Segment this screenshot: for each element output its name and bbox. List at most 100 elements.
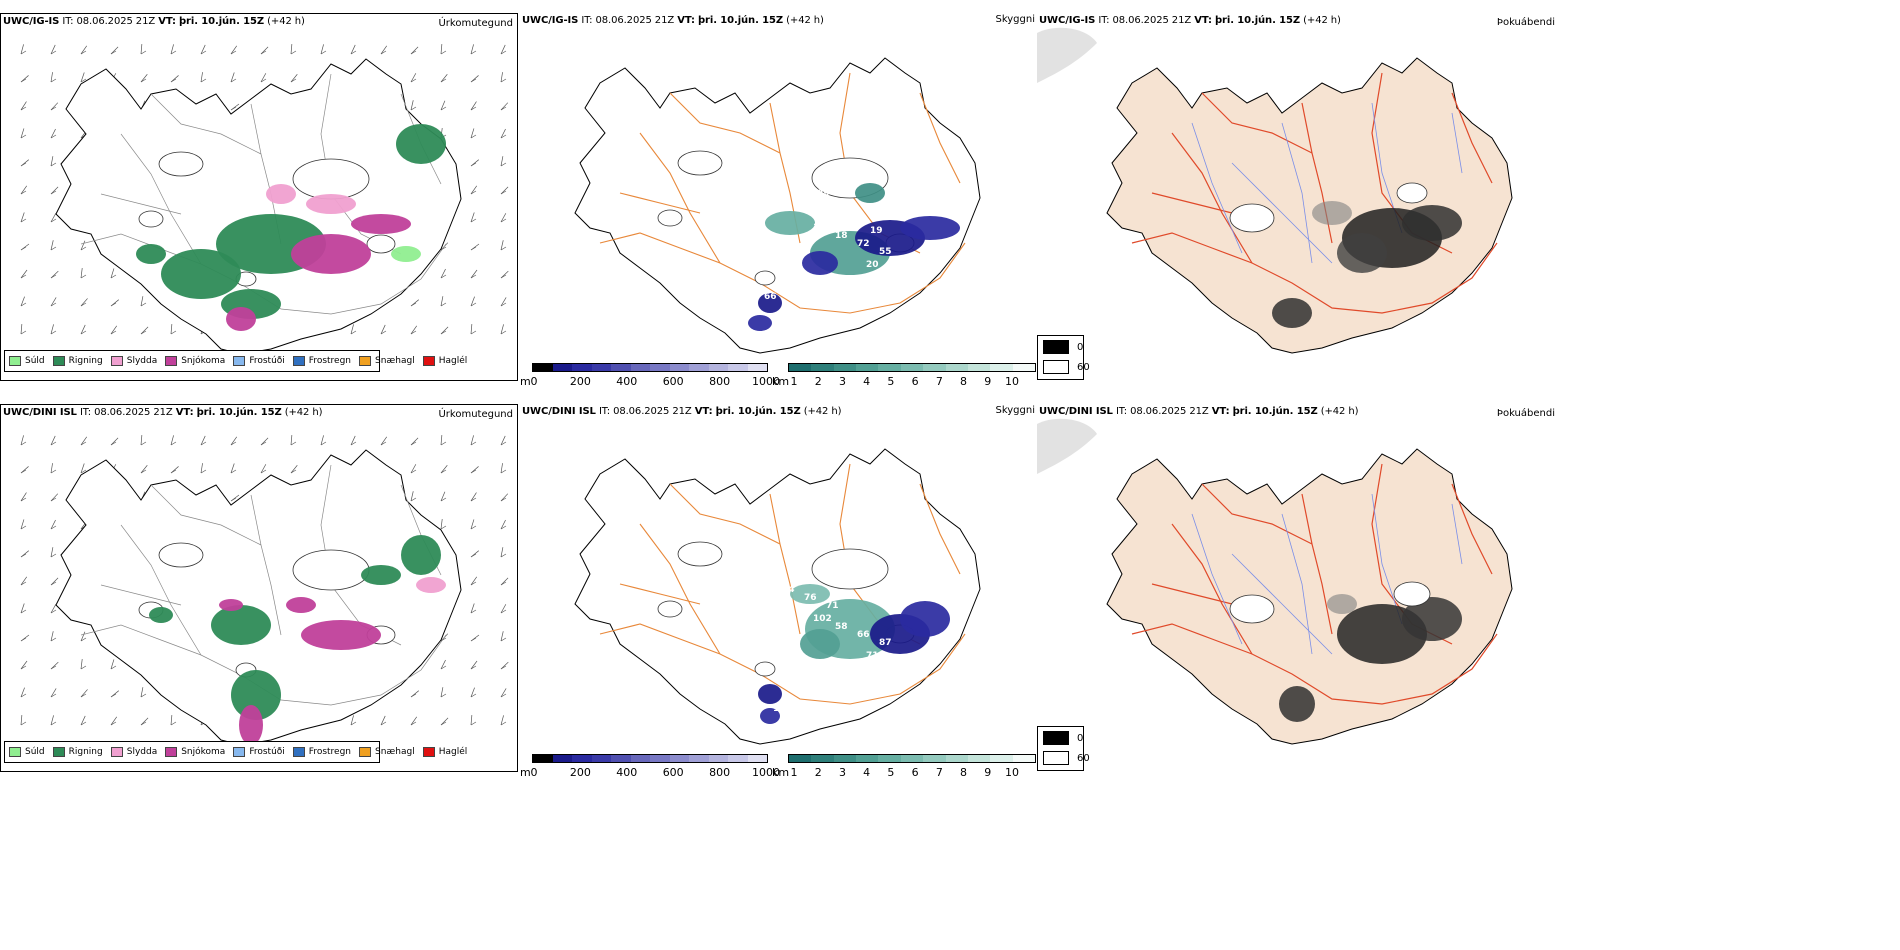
visibility-colorbar: km 1 2 3 4 5 6 7 8 9 10 — [772, 754, 1036, 788]
legend-label: Rigning — [68, 747, 103, 757]
visibility-tick: 3 — [838, 375, 846, 388]
fog-legend: 0 60 — [1037, 335, 1090, 380]
cloud-base-value-label: 66 — [857, 630, 870, 640]
header-vt-label: VT: — [175, 407, 194, 418]
legend-swatch — [52, 356, 65, 366]
cloud-base-value-label: 71 — [866, 651, 879, 661]
precip-type-panel: UWC/DINI ISL IT: 08.06.2025 21Z VT: þri.… — [0, 404, 518, 772]
cloud-base-value-label: 76 — [804, 593, 817, 603]
visibility-tick: 1 — [790, 766, 798, 779]
cloud-base-tick: 800 — [709, 375, 731, 388]
legend-item: Snjókoma — [165, 747, 225, 757]
header-vt-label: VT: — [1194, 15, 1212, 26]
header-it-label: IT: — [598, 406, 610, 417]
legend-item: Rigning — [52, 356, 103, 366]
cloud-base-value-label: 56 — [848, 218, 861, 228]
header-vt-label: VT: — [1211, 406, 1230, 417]
precip-map — [20, 435, 509, 746]
fog-legend-item: 0 — [1043, 731, 1083, 745]
legend-item: Snæhagl — [359, 747, 415, 757]
visibility-tick: 1 — [790, 375, 798, 388]
header-vt-value: þri. 10.jún. 15Z — [196, 407, 282, 418]
header-model: UWC/IG-IS — [3, 16, 60, 27]
legend-swatch — [292, 356, 305, 366]
visibility-tick: 9 — [984, 375, 992, 388]
legend-label: Rigning — [68, 356, 103, 366]
cloud-base-tick: 200 — [569, 375, 591, 388]
fog-map — [1037, 27, 1513, 354]
legend-item: Frostregn — [292, 747, 352, 757]
cloud-base-value-label: 20 — [866, 260, 879, 270]
header-it-label: IT: — [79, 407, 91, 418]
header-it-value: 08.06.2025 21Z — [595, 15, 675, 26]
precip-map — [20, 44, 509, 355]
cloud-base-value-label: 68 — [919, 688, 932, 698]
legend-swatch — [292, 747, 305, 757]
panel-header: UWC/IG-IS IT: 08.06.2025 21Z VT: þri. 10… — [1039, 15, 1341, 26]
fog-legend-swatch — [1043, 731, 1069, 745]
visibility-tick: 2 — [814, 375, 822, 388]
header-lead: (+42 h) — [786, 15, 824, 26]
legend-item: Súld — [9, 356, 45, 366]
cloud-base-value-label: 110 — [888, 659, 907, 669]
cloud-base-value-label: 95 — [910, 276, 923, 286]
cloud-base-tick: 0 — [530, 375, 538, 388]
legend-label: Snjókoma — [181, 747, 226, 757]
panel-header: UWC/IG-IS IT: 08.06.2025 21Z VT: þri. 10… — [522, 15, 824, 26]
legend-swatch — [359, 356, 372, 366]
cloud-base-colorbar: m 0 200 400 600 800 1000 — [520, 363, 780, 397]
panel-header: UWC/IG-IS IT: 08.06.2025 21Z VT: þri. 10… — [3, 16, 305, 27]
visibility-tick: 4 — [863, 375, 871, 388]
legend-label: Slydda — [126, 356, 158, 366]
cloud-base-tick: 0 — [530, 766, 538, 779]
cloud-base-tick: 1000 — [752, 375, 780, 388]
cloud-base-value-label: 105 — [773, 704, 792, 714]
cloud-base-value-label: 48 — [804, 202, 817, 212]
header-model: UWC/IG-IS — [1039, 15, 1096, 26]
legend-label: Haglél — [438, 356, 468, 366]
visibility-tick: 5 — [887, 766, 895, 779]
visibility-tick: 10 — [1005, 375, 1019, 388]
cloud-base-value-label: 102 — [813, 614, 832, 624]
cloud-base-value-label: 89 — [817, 189, 830, 199]
cloud-base-value-label: 53 — [932, 284, 945, 294]
legend-label: Snæhagl — [375, 356, 415, 366]
legend-swatch — [233, 356, 246, 366]
header-it-value: 08.06.2025 21Z — [1130, 406, 1209, 417]
header-lead: (+42 h) — [1320, 406, 1359, 417]
fog-legend-label: 0 — [1077, 341, 1084, 353]
cloud-base-value-label: 72 — [857, 239, 870, 249]
legend-swatch — [9, 747, 21, 757]
fog-legend-swatch — [1043, 360, 1069, 374]
fog-legend-label: 60 — [1077, 361, 1090, 373]
panel-header: UWC/DINI ISL IT: 08.06.2025 21Z VT: þri.… — [1039, 406, 1359, 417]
cloud-base-value-label: 165 — [941, 696, 960, 706]
legend-item: Rigning — [52, 747, 103, 757]
legend-label: Frostregn — [308, 747, 352, 757]
legend-label: Frostúði — [249, 747, 285, 757]
header-model: UWC/DINI ISL — [1039, 406, 1113, 417]
cloud-base-unit: m — [520, 766, 531, 779]
cloud-base-value-label: 109 — [813, 223, 832, 233]
legend-item: Frostregn — [292, 356, 351, 366]
header-it-value: 08.06.2025 21Z — [94, 407, 173, 418]
fog-legend: 0 60 — [1037, 726, 1090, 771]
header-model: UWC/DINI ISL — [522, 406, 596, 417]
cloud-base-value-label: 58 — [835, 622, 848, 632]
header-it-label: IT: — [1115, 406, 1127, 417]
cloud-base-value-label: 103 — [760, 186, 779, 196]
cloud-base-value-label: 104 — [826, 210, 845, 220]
visibility-tick: 8 — [960, 375, 968, 388]
cloud-base-tick: 400 — [616, 375, 638, 388]
legend-item: Frostúði — [233, 356, 285, 366]
legend-swatch — [110, 747, 123, 757]
precip-type-title: Úrkomutegund — [438, 18, 513, 29]
fog-indicator-title: Þokuábendi — [1496, 408, 1555, 419]
legend-swatch — [422, 356, 435, 366]
cloud-base-value-label: 9 — [932, 675, 938, 685]
precip-type-panel: UWC/IG-IS IT: 08.06.2025 21Z VT: þri. 10… — [0, 13, 518, 381]
header-vt-label: VT: — [677, 15, 695, 26]
fog-indicator-title: Þokuábendi — [1496, 17, 1555, 28]
header-vt-value: þri. 10.jún. 15Z — [179, 16, 265, 27]
header-vt-value: þri. 10.jún. 15Z — [1232, 406, 1318, 417]
